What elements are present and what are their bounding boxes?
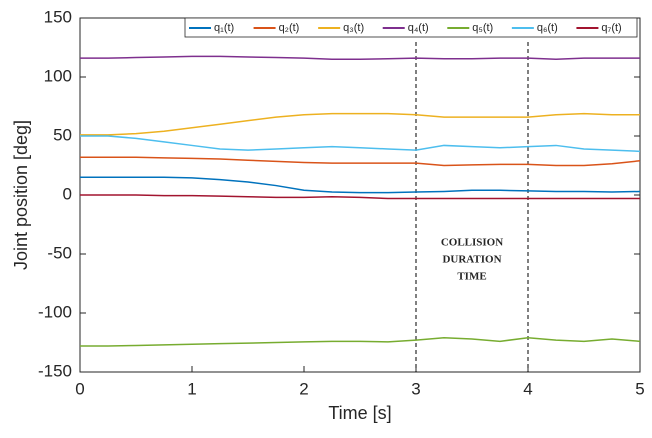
x-tick-label: 4 [523,379,532,398]
y-tick-label: -150 [38,361,72,380]
legend-label: q₆(t) [537,22,558,34]
series-line [80,337,641,347]
annotation: DURATION [442,254,501,266]
legend-box [184,17,638,38]
x-tick-label: 1 [187,379,196,398]
series-line [80,176,641,194]
y-tick-label: 50 [53,125,72,144]
y-tick-label: -50 [47,243,72,262]
legend-label: q₁(t) [214,22,234,34]
y-tick-label: -100 [38,302,72,321]
annotation: TIME [457,271,486,283]
x-tick-label: 5 [635,379,644,398]
x-axis-label: Time [s] [328,403,391,423]
legend-label: q₃(t) [343,22,364,34]
legend-label: q₅(t) [472,22,493,34]
series-line [80,55,640,61]
legend-label: q₂(t) [279,22,300,34]
series-line [80,112,640,136]
series-line [80,156,641,167]
series-line [80,194,640,200]
series-line [80,135,641,153]
y-tick-label: 150 [44,7,72,26]
x-tick-label: 3 [411,379,420,398]
x-tick-label: 0 [75,379,84,398]
x-tick-label: 2 [299,379,308,398]
y-axis-label: Joint position [deg] [11,120,31,270]
y-tick-label: 0 [63,184,72,203]
legend-label: q₄(t) [408,22,429,34]
y-tick-label: 100 [44,66,72,85]
legend-label: q₇(t) [601,22,621,34]
annotation: COLLISION [441,237,503,249]
